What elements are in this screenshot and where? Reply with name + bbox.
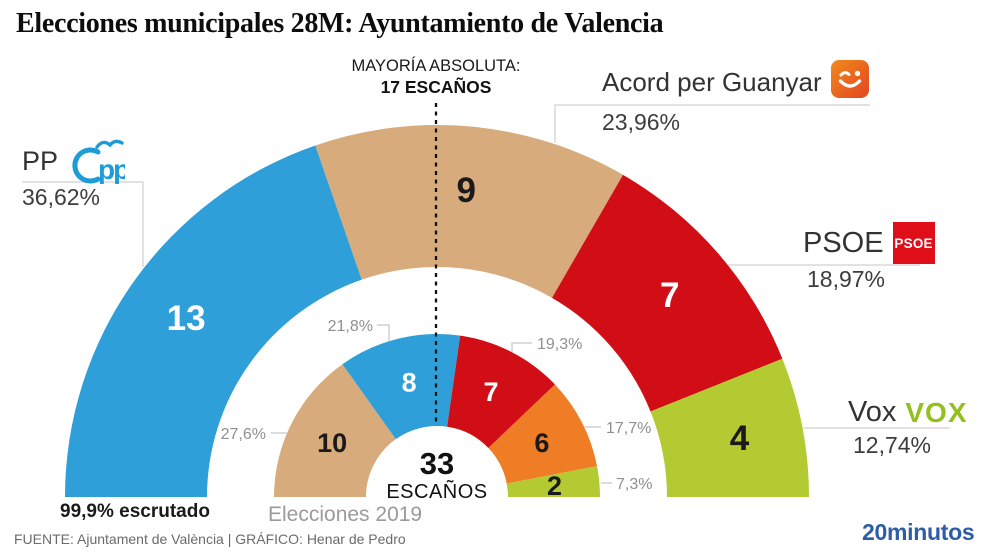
pp-logo-circle [72,147,101,184]
majority-label: MAYORÍA ABSOLUTA: [351,57,521,75]
acord-name: Acord per Guanyar [602,66,822,97]
source-credit: FUENTE: Ajuntament de València | GRÁFICO… [14,531,406,547]
inner-segment-1 [342,334,461,440]
pp-leader-line [22,181,144,267]
majority-annotation: MAYORÍA ABSOLUTA: 17 ESCAÑOS [351,56,520,99]
inner-tick-label-4: 7,3% [616,476,652,493]
acord-icon-wink-eye [839,71,851,77]
inner-seat-count-2: 7 [484,377,499,407]
acord-percentage: 23,96% [602,109,681,135]
inner-tick-label-0: 27,6% [221,426,266,443]
vox-name: Vox [848,396,897,428]
outer-segment-0 [65,145,362,497]
outer-seat-count-3: 4 [730,419,750,458]
acord-icon-bg [830,60,869,98]
inner-segment-0 [274,364,396,497]
acord-icon-eye [854,70,860,77]
inner-seat-count-1: 8 [402,367,417,397]
inner-tick-label-1: 21,8% [328,318,373,335]
pp-logo-text: pp [98,154,125,184]
inner-tick-label-2: 19,3% [537,336,582,353]
pp-logo-gull [95,139,124,149]
vox-percentage: 12,74% [853,432,932,458]
outer-segment-2 [552,174,783,412]
acord-icon-smile [838,79,861,88]
vox-logo-icon: VOX [905,396,968,428]
leader-lines [22,104,950,429]
inner-ring-percent-ticks: 27,6% 21,8% 19,3% 17,7% 7,3% [221,318,653,493]
total-seats-unit: ESCAÑOS [386,481,488,504]
majority-seats-label: 17 ESCAÑOS [380,76,492,97]
seat-numbers: 13 9 7 4 10 8 7 6 2 [167,171,750,501]
outer-seat-count-2: 7 [660,276,679,315]
vox-label-row: Vox VOX [848,396,968,429]
inner-seat-count-3: 6 [534,428,549,458]
inner-segment-2 [447,335,555,449]
total-seats-label: 33 ESCAÑOS [386,446,488,504]
pp-label-row: PP pp [22,138,125,184]
pp-percentage: 36,62% [22,184,101,210]
inner-segment-3 [488,384,598,484]
outer-seat-count-1: 9 [457,171,476,210]
inner-tick-line-2 [511,342,532,352]
inner-seat-count-4: 2 [547,471,562,501]
acord-smiley-icon [830,60,869,98]
acord-leader-line [554,104,870,143]
inner-seat-count-0: 10 [317,428,347,458]
inner-tick-label-3: 17,7% [606,420,651,437]
inner-ring-caption: Elecciones 2019 [268,503,423,526]
psoe-label-row: PSOE PSOE [803,222,935,264]
counted-votes-note: 99,9% escrutado [60,501,210,522]
ring-segments [65,125,809,497]
psoe-name: PSOE [803,226,884,259]
outer-segment-1 [315,125,623,298]
pp-name: PP [22,145,59,176]
inner-segment-4 [506,466,600,497]
page-title: Elecciones municipales 28M: Ayuntamiento… [16,8,664,39]
total-seats-number: 33 [419,446,455,481]
pp-logo-icon: pp [72,139,125,184]
inner-tick-line-1 [377,324,390,341]
outer-segment-3 [650,358,809,497]
psoe-percentage: 18,97% [807,266,886,292]
brand-logo: 20minutos [862,519,975,545]
outer-seat-count-0: 13 [167,299,206,338]
acord-label-row: Acord per Guanyar [602,60,869,98]
psoe-logo-icon: PSOE [892,222,935,264]
